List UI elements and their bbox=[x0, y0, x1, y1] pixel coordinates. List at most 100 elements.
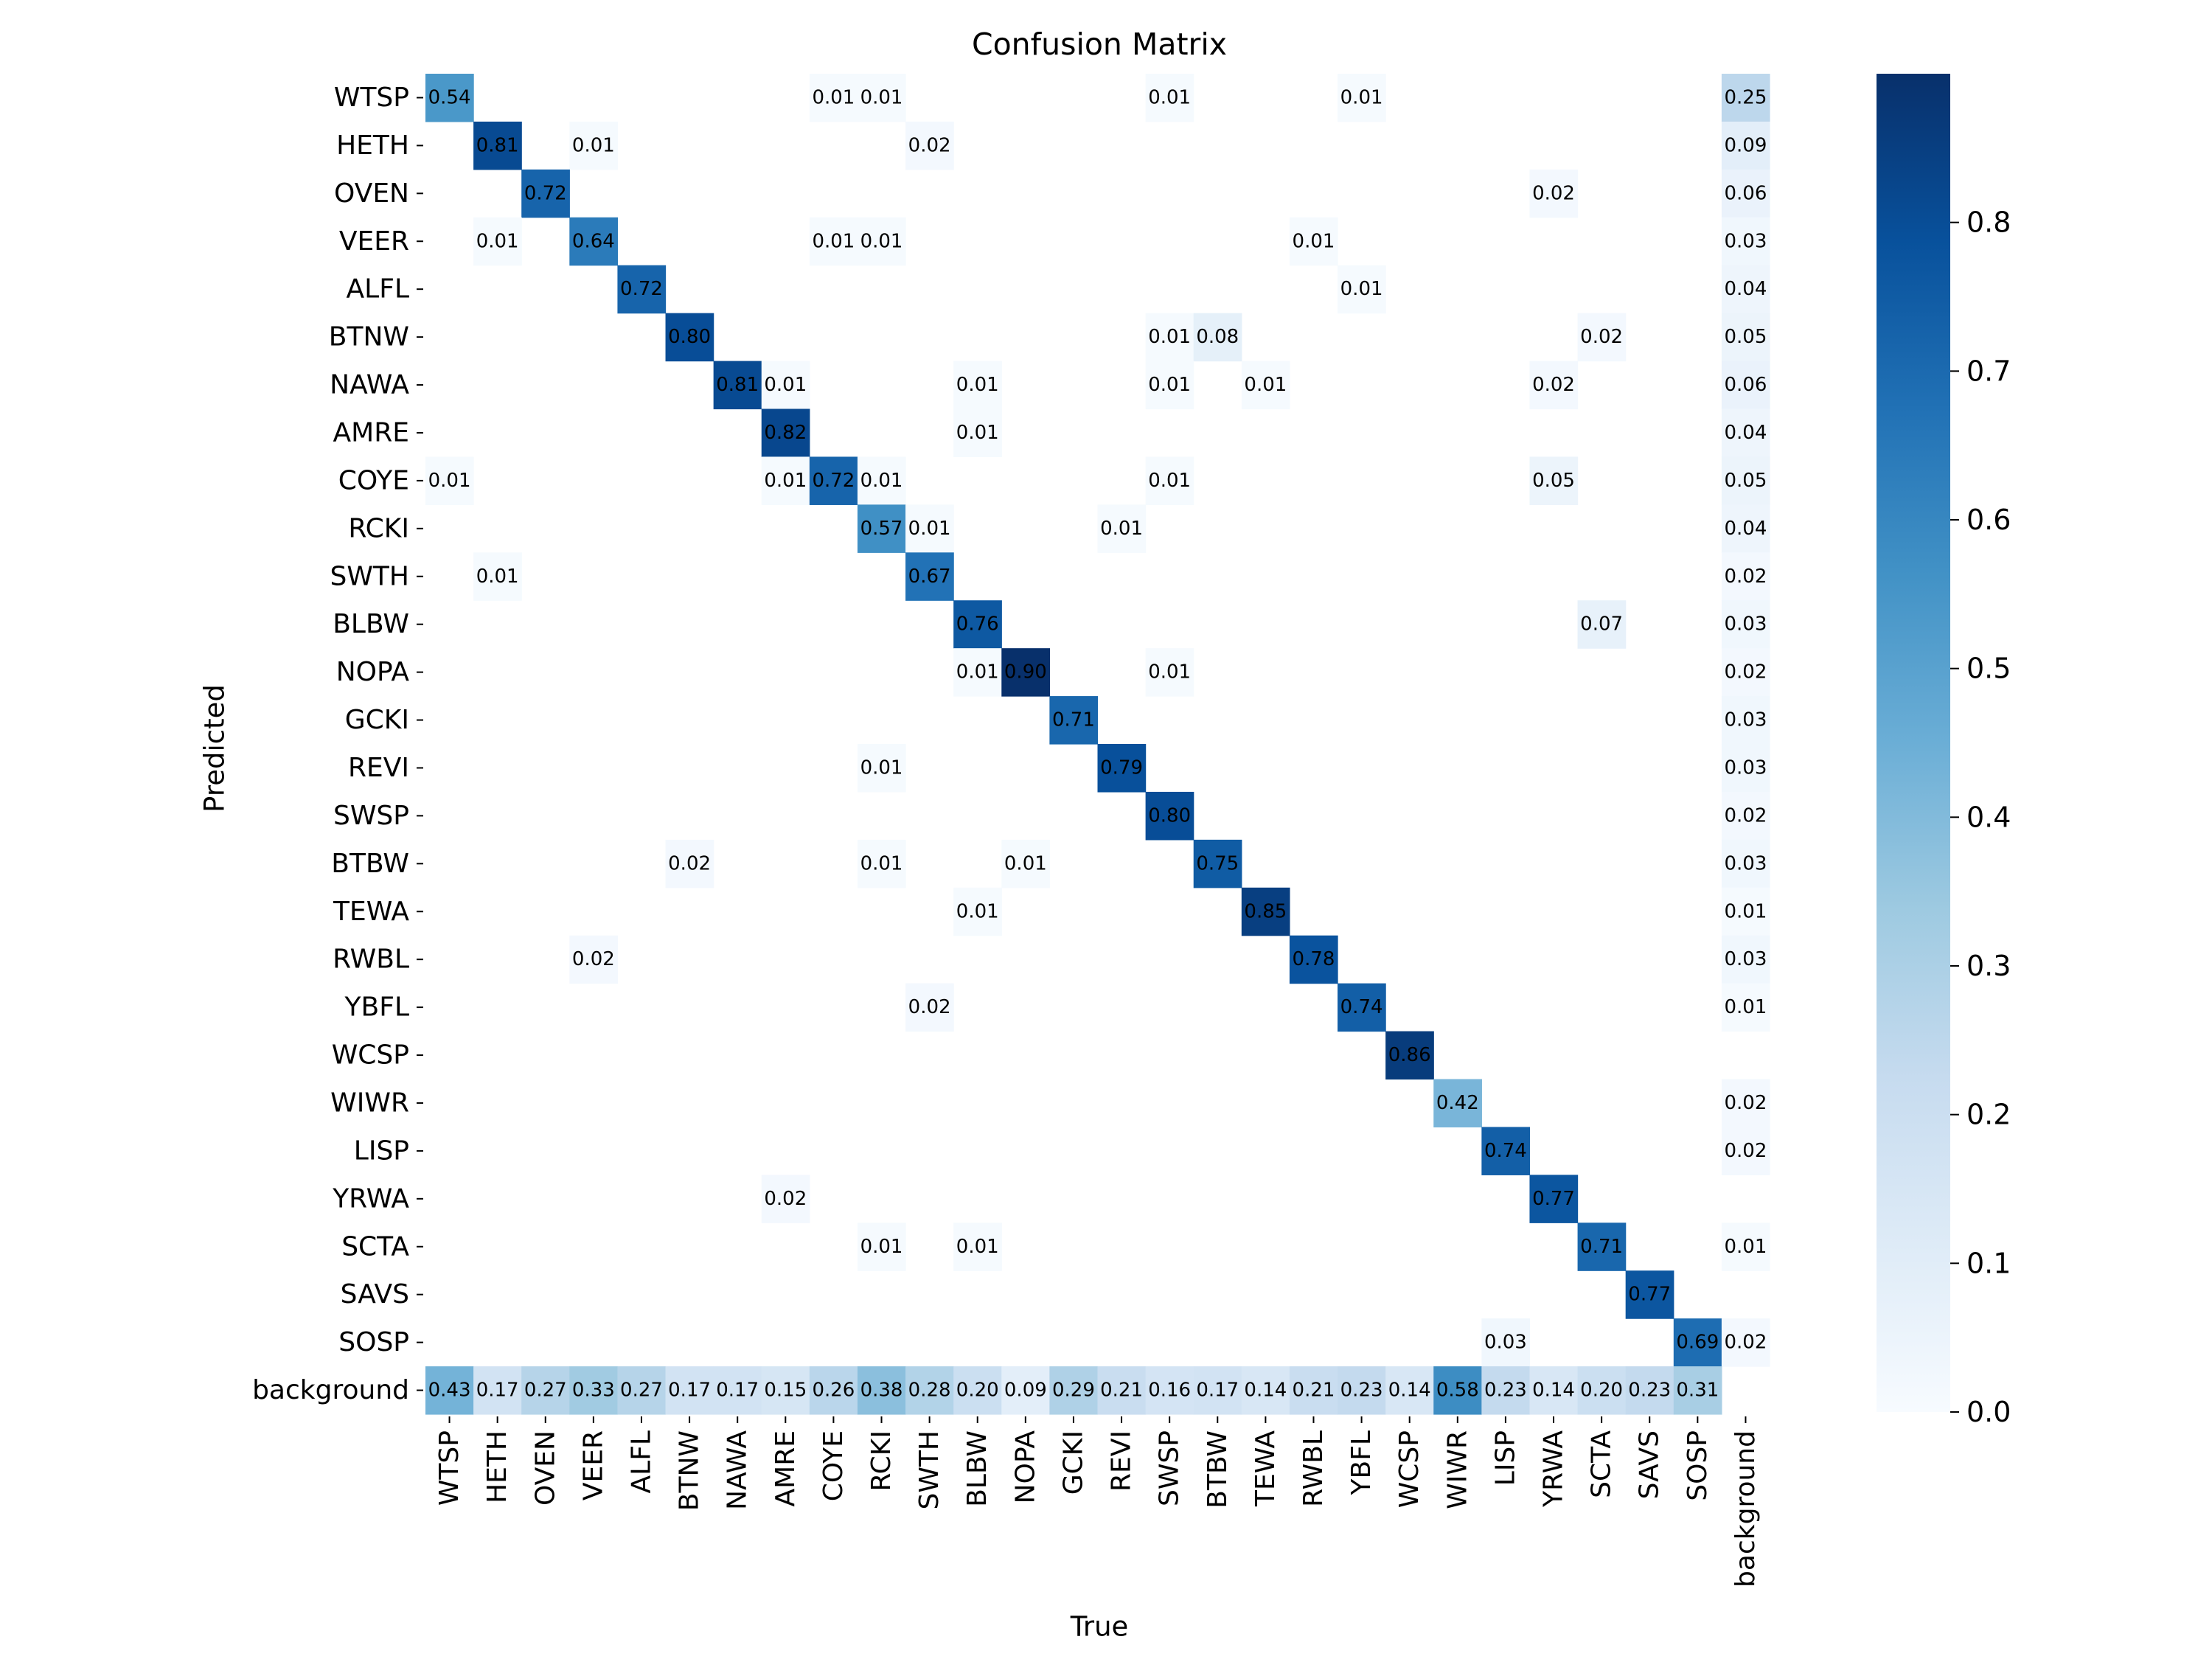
y-tick-label-nopa: NOPA bbox=[336, 657, 410, 687]
cell-value-sosp-background: 0.02 bbox=[1725, 1332, 1767, 1354]
cell-coye-background bbox=[1721, 456, 1770, 505]
colorbar-ticks: 0.0 0.1 0.2 0.3 0.4 0.5 0.6 0.7 0.8 bbox=[1950, 206, 2011, 1428]
cell-rwbl-rwbl bbox=[1289, 935, 1338, 984]
cell-value-rwbl-rwbl: 0.78 bbox=[1293, 948, 1335, 970]
cell-value-background-swth: 0.28 bbox=[908, 1380, 951, 1402]
x-tick-label-amre: AMRE bbox=[771, 1430, 801, 1506]
cell-ybfl-ybfl bbox=[1338, 983, 1386, 1032]
cell-wcsp-wcsp bbox=[1385, 1031, 1434, 1080]
cell-revi-revi bbox=[1097, 744, 1147, 793]
y-tick-label-gcki: GCKI bbox=[345, 705, 409, 735]
x-tick-label-sosp: SOSP bbox=[1683, 1430, 1713, 1501]
y-tick-label-yrwa: YRWA bbox=[332, 1183, 409, 1214]
cell-value-background-savs: 0.23 bbox=[1628, 1380, 1671, 1402]
cell-background-btnw bbox=[665, 1366, 714, 1415]
cell-value-gcki-gcki: 0.71 bbox=[1052, 709, 1095, 731]
cell-swth-heth bbox=[473, 552, 522, 601]
cell-background-swth bbox=[905, 1366, 954, 1415]
x-tick-label-yrwa: YRWA bbox=[1539, 1430, 1569, 1508]
cell-ybfl-background bbox=[1721, 983, 1770, 1032]
cell-alfl-ybfl bbox=[1338, 265, 1386, 314]
cell-value-background-revi: 0.21 bbox=[1100, 1380, 1143, 1402]
cell-background-wiwr bbox=[1433, 1366, 1482, 1415]
colorbar-tick-label: 0.3 bbox=[1966, 950, 2011, 982]
x-tick-label-ybfl: YBFL bbox=[1346, 1430, 1377, 1495]
y-tick-label-amre: AMRE bbox=[333, 417, 409, 448]
colorbar-tick-label: 0.5 bbox=[1966, 653, 2011, 685]
x-axis-label: True bbox=[1070, 1611, 1129, 1643]
cell-tewa-blbw bbox=[953, 887, 1002, 936]
x-tick-label-lisp: LISP bbox=[1490, 1430, 1520, 1486]
y-tick-label-lisp: LISP bbox=[354, 1135, 409, 1166]
cell-nawa-tewa bbox=[1241, 361, 1290, 410]
cell-value-savs-savs: 0.77 bbox=[1628, 1284, 1671, 1306]
cell-value-rwbl-background: 0.03 bbox=[1725, 948, 1767, 970]
x-tick-label-rwbl: RWBL bbox=[1298, 1430, 1329, 1507]
cell-amre-blbw bbox=[953, 408, 1002, 458]
cell-value-wtsp-coye: 0.01 bbox=[812, 86, 855, 108]
cell-value-scta-background: 0.01 bbox=[1725, 1236, 1767, 1258]
cell-veer-veer bbox=[569, 217, 619, 266]
cell-background-wtsp bbox=[425, 1366, 474, 1415]
cell-blbw-scta bbox=[1577, 600, 1627, 649]
cell-nopa-background bbox=[1721, 648, 1770, 697]
cell-btnw-background bbox=[1721, 313, 1770, 362]
cell-heth-swth bbox=[905, 121, 954, 170]
y-tick-label-blbw: BLBW bbox=[333, 609, 409, 639]
cell-background-oven bbox=[521, 1366, 570, 1415]
cell-value-btnw-scta: 0.02 bbox=[1580, 326, 1623, 348]
cell-value-wiwr-wiwr: 0.42 bbox=[1436, 1092, 1479, 1114]
cell-lisp-lisp bbox=[1481, 1127, 1531, 1175]
cell-background-scta bbox=[1577, 1366, 1627, 1415]
cell-value-nawa-amre: 0.01 bbox=[764, 374, 807, 396]
cell-oven-yrwa bbox=[1529, 169, 1579, 218]
cell-veer-rcki bbox=[857, 217, 906, 266]
cell-value-nawa-swsp: 0.01 bbox=[1148, 374, 1191, 396]
cell-value-background-heth: 0.17 bbox=[476, 1380, 519, 1402]
cell-swsp-swsp bbox=[1145, 791, 1194, 841]
chart-title: Confusion Matrix bbox=[972, 27, 1227, 62]
y-tick-label-ybfl: YBFL bbox=[344, 992, 409, 1023]
x-tick-label-alfl: ALFL bbox=[626, 1430, 656, 1493]
cell-value-rwbl-veer: 0.02 bbox=[572, 948, 615, 970]
cell-wtsp-background bbox=[1721, 74, 1770, 122]
cell-btnw-scta bbox=[1577, 313, 1627, 362]
y-tick-label-scta: SCTA bbox=[341, 1231, 409, 1262]
colorbar-tick-label: 0.0 bbox=[1966, 1396, 2011, 1428]
cell-btbw-rcki bbox=[857, 839, 906, 888]
y-tick-label-btbw: BTBW bbox=[331, 849, 409, 879]
cell-value-yrwa-amre: 0.02 bbox=[764, 1188, 807, 1210]
cell-value-veer-veer: 0.64 bbox=[572, 230, 615, 252]
cell-wtsp-wtsp bbox=[425, 74, 474, 122]
cell-value-amre-blbw: 0.01 bbox=[956, 422, 999, 444]
x-tick-label-savs: SAVS bbox=[1635, 1430, 1665, 1499]
y-tick-label-swsp: SWSP bbox=[333, 801, 409, 831]
cell-value-heth-heth: 0.81 bbox=[476, 134, 519, 156]
cell-background-veer bbox=[569, 1366, 619, 1415]
cell-background-coye bbox=[809, 1366, 858, 1415]
cell-value-nawa-nawa: 0.81 bbox=[716, 374, 759, 396]
cell-swth-swth bbox=[905, 552, 954, 601]
cell-revi-rcki bbox=[857, 744, 906, 793]
cell-coye-yrwa bbox=[1529, 456, 1579, 505]
cell-value-swth-heth: 0.01 bbox=[476, 566, 519, 588]
cell-swsp-background bbox=[1721, 791, 1770, 841]
cell-value-coye-coye: 0.72 bbox=[812, 470, 855, 492]
cell-value-background-nopa: 0.09 bbox=[1004, 1380, 1047, 1402]
x-tick-label-heth: HETH bbox=[482, 1430, 512, 1503]
cell-value-coye-swsp: 0.01 bbox=[1148, 470, 1191, 492]
cell-sosp-background bbox=[1721, 1318, 1770, 1367]
cell-veer-heth bbox=[473, 217, 522, 266]
cell-value-rcki-swth: 0.01 bbox=[908, 518, 951, 540]
y-tick-label-nawa: NAWA bbox=[330, 370, 409, 400]
cell-value-background-ybfl: 0.23 bbox=[1340, 1380, 1383, 1402]
cell-background-sosp bbox=[1673, 1366, 1722, 1415]
cell-lisp-background bbox=[1721, 1127, 1770, 1175]
cell-yrwa-amre bbox=[761, 1175, 810, 1223]
cell-value-coye-background: 0.05 bbox=[1725, 470, 1767, 492]
cell-tewa-tewa bbox=[1241, 887, 1290, 936]
cell-value-nopa-background: 0.02 bbox=[1725, 661, 1767, 684]
cell-btnw-btbw bbox=[1193, 313, 1242, 362]
cell-amre-background bbox=[1721, 408, 1770, 458]
x-tick-label-nopa: NOPA bbox=[1010, 1430, 1040, 1504]
